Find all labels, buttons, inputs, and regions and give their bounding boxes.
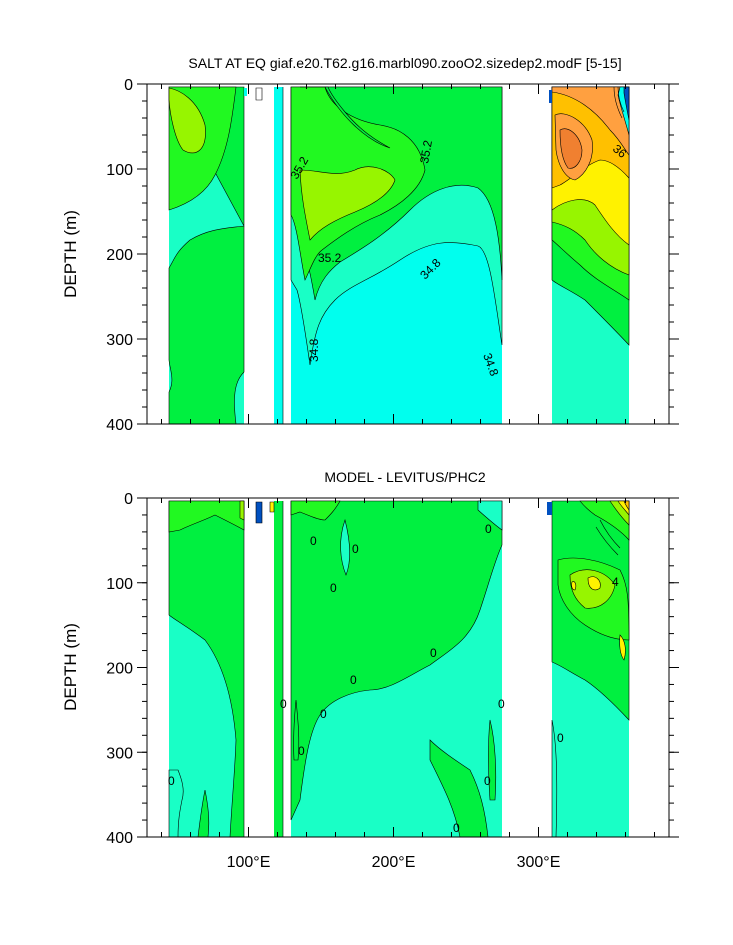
top-contour-label: 35.2 xyxy=(318,251,342,265)
top-west-lime xyxy=(168,87,206,154)
bottom-panel-title: MODEL - LEVITUS/PHC2 xyxy=(324,469,486,485)
y-tick-label: 300 xyxy=(106,332,133,349)
bottom-y-axis-label: DEPTH (m) xyxy=(61,623,80,711)
bottom-contour-label: 0 xyxy=(557,731,564,745)
bottom-contour-label: 0 xyxy=(430,646,437,660)
top-contour-label: 35.2 xyxy=(417,139,435,165)
y-tick-label: 200 xyxy=(106,661,133,678)
bottom-contour-label: 0 xyxy=(352,542,359,556)
bottom-contour-label: 0 xyxy=(498,697,505,711)
bottom-contour-label: 0 xyxy=(453,821,460,835)
top-panel: SALT AT EQ giaf.e20.T62.g16.marbl090.zoo… xyxy=(61,55,679,434)
y-tick-label: 0 xyxy=(124,77,133,94)
x-tick-label: 200°E xyxy=(372,854,416,871)
y-tick-label: 400 xyxy=(106,417,133,434)
bottom-contour-label: 4 xyxy=(612,575,619,589)
top-west-green xyxy=(168,86,245,424)
y-tick-label: 0 xyxy=(124,491,133,508)
bottom-west-green xyxy=(168,500,245,837)
bottom-panel: MODEL - LEVITUS/PHC2 xyxy=(61,469,679,871)
top-contour-label: 34.8 xyxy=(307,338,321,362)
top-panel-title: SALT AT EQ giaf.e20.T62.g16.marbl090.zoo… xyxy=(188,55,621,71)
y-tick-label: 100 xyxy=(106,576,133,593)
bottom-contour-label: 0 xyxy=(330,581,337,595)
bottom-contour-label: 0 xyxy=(484,774,491,788)
bottom-contour-label: 0 xyxy=(298,744,305,758)
top-contour-field xyxy=(168,86,630,424)
bottom-contour-label: 0 xyxy=(485,522,492,536)
y-tick-label: 100 xyxy=(106,162,133,179)
x-tick-label: 300°E xyxy=(517,854,561,871)
y-tick-label: 200 xyxy=(106,247,133,264)
top-strip-cyan xyxy=(274,87,283,424)
bottom-strip-green xyxy=(274,501,283,837)
y-tick-label: 400 xyxy=(106,830,133,847)
bottom-contour-label: 0 xyxy=(168,774,175,788)
bottom-contour-field xyxy=(168,500,630,837)
top-pacific-lime xyxy=(299,166,396,241)
bottom-contour-label: 0 xyxy=(310,534,317,548)
top-y-axis-label: DEPTH (m) xyxy=(61,210,80,298)
bottom-pacific-green xyxy=(290,500,503,821)
bottom-contour-label: 0 xyxy=(320,707,327,721)
bottom-contour-label: 0 xyxy=(280,697,287,711)
bottom-contour-label: 0 xyxy=(350,673,357,687)
y-tick-label: 300 xyxy=(106,745,133,762)
x-tick-label: 100°E xyxy=(227,854,271,871)
top-axes: 0 100 200 300 400 xyxy=(106,77,679,434)
